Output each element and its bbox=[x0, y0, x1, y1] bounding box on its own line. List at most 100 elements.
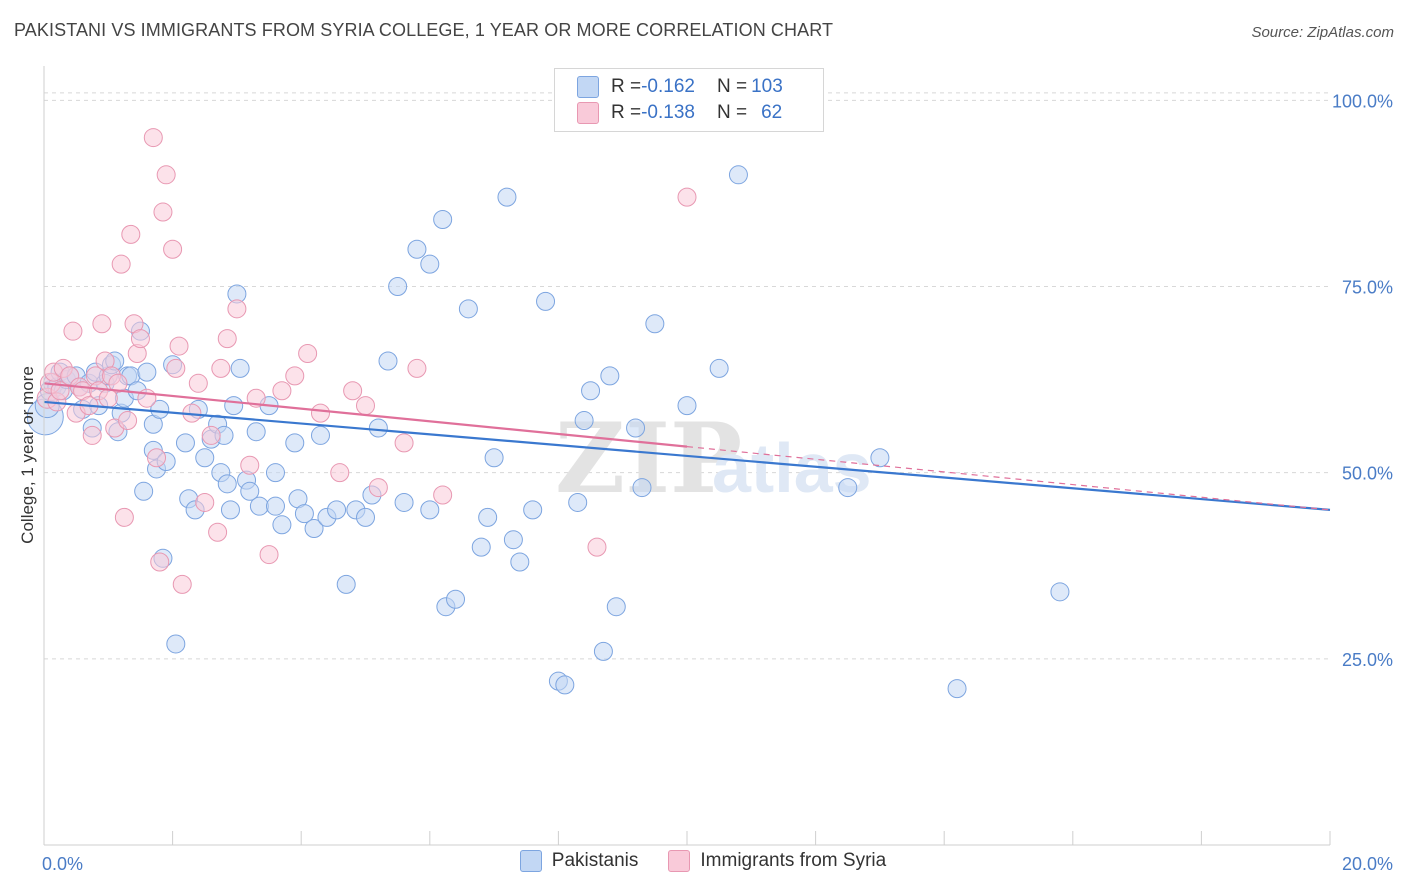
data-point bbox=[166, 634, 186, 654]
data-point bbox=[947, 679, 967, 699]
data-point bbox=[175, 433, 195, 453]
data-point bbox=[471, 537, 491, 557]
data-point bbox=[336, 574, 356, 594]
data-point bbox=[134, 481, 154, 501]
data-point bbox=[555, 675, 575, 695]
data-point bbox=[272, 515, 292, 535]
data-point bbox=[143, 128, 163, 148]
chart-title: PAKISTANI VS IMMIGRANTS FROM SYRIA COLLE… bbox=[14, 20, 834, 40]
pink-swatch-icon bbox=[577, 102, 599, 124]
stats-row-pakistanis: R = -0.162 N = 103 bbox=[577, 74, 783, 100]
data-point bbox=[420, 254, 440, 274]
data-point bbox=[645, 314, 665, 334]
data-point bbox=[433, 485, 453, 505]
data-point bbox=[388, 277, 408, 297]
r-label: R = bbox=[611, 76, 642, 97]
data-point bbox=[298, 344, 318, 364]
data-point bbox=[587, 537, 607, 557]
data-point bbox=[265, 496, 285, 516]
data-point bbox=[1050, 582, 1070, 602]
y-tick-label: 100.0% bbox=[1332, 91, 1393, 111]
data-point bbox=[172, 574, 192, 594]
data-point bbox=[137, 362, 157, 382]
data-point bbox=[420, 500, 440, 520]
data-point bbox=[574, 411, 594, 431]
data-point bbox=[870, 448, 890, 468]
legend-item-pakistanis[interactable]: Pakistanis bbox=[519, 850, 638, 872]
y-axis-label: College, 1 year or more bbox=[18, 366, 37, 544]
data-point bbox=[227, 299, 247, 319]
data-point bbox=[188, 373, 208, 393]
y-tick-label: 75.0% bbox=[1342, 278, 1393, 298]
data-point bbox=[356, 396, 375, 416]
x-tick-label: 20.0% bbox=[1342, 854, 1393, 874]
data-point bbox=[330, 463, 350, 483]
data-point bbox=[838, 478, 858, 498]
x-tick-label: 0.0% bbox=[42, 854, 83, 874]
data-point bbox=[394, 492, 414, 512]
data-point bbox=[510, 552, 530, 572]
data-point bbox=[118, 411, 138, 431]
data-point bbox=[217, 329, 237, 349]
data-point bbox=[593, 641, 613, 661]
data-point bbox=[304, 519, 324, 539]
data-point bbox=[294, 504, 314, 524]
data-point bbox=[581, 381, 601, 401]
data-point bbox=[606, 597, 626, 617]
data-point bbox=[150, 399, 170, 419]
legend-item-syria[interactable]: Immigrants from Syria bbox=[668, 850, 886, 872]
data-point bbox=[458, 299, 478, 319]
blue-swatch-icon bbox=[577, 76, 599, 98]
data-point bbox=[153, 202, 173, 222]
data-point bbox=[240, 455, 260, 475]
data-point bbox=[195, 448, 215, 468]
data-point bbox=[92, 314, 112, 334]
data-point bbox=[503, 530, 523, 550]
data-point bbox=[166, 358, 186, 378]
data-point bbox=[108, 373, 128, 393]
r-value: -0.162 bbox=[641, 76, 695, 97]
data-point bbox=[156, 165, 176, 185]
pink-swatch-icon bbox=[668, 850, 691, 872]
data-point bbox=[446, 589, 466, 609]
trend-lines bbox=[43, 382, 1331, 511]
data-point bbox=[394, 433, 414, 453]
stats-row-syria: R = -0.138 N = 62 bbox=[577, 100, 782, 126]
data-point bbox=[169, 336, 189, 356]
data-point bbox=[709, 358, 729, 378]
y-tick-label: 25.0% bbox=[1342, 650, 1393, 670]
data-point bbox=[63, 321, 83, 341]
data-point bbox=[130, 329, 150, 349]
data-point bbox=[224, 396, 244, 416]
data-point bbox=[147, 448, 167, 468]
data-point bbox=[211, 358, 231, 378]
data-point bbox=[246, 422, 266, 442]
source-credit: Source: ZipAtlas.com bbox=[1251, 24, 1394, 41]
data-point bbox=[259, 545, 279, 565]
data-point bbox=[150, 552, 170, 572]
data-point bbox=[368, 418, 388, 438]
n-label: N = bbox=[716, 76, 748, 97]
y-tick-label: 50.0% bbox=[1342, 464, 1393, 484]
data-point bbox=[230, 358, 250, 378]
trend-line-syria bbox=[43, 382, 688, 448]
data-point bbox=[220, 500, 240, 520]
trend-line-syria-extension bbox=[686, 446, 1331, 511]
data-point bbox=[327, 500, 347, 520]
data-point bbox=[208, 522, 228, 542]
data-point bbox=[536, 291, 556, 311]
n-value: 62 bbox=[761, 102, 783, 123]
data-point bbox=[407, 239, 427, 259]
data-point bbox=[163, 239, 183, 259]
data-point bbox=[478, 507, 498, 527]
data-point bbox=[310, 403, 330, 423]
r-label: R = bbox=[611, 102, 642, 123]
data-point bbox=[626, 418, 646, 438]
data-point bbox=[433, 209, 453, 229]
data-point bbox=[121, 224, 141, 244]
data-point bbox=[217, 474, 237, 494]
data-point bbox=[356, 507, 375, 527]
data-point bbox=[343, 381, 363, 401]
data-point bbox=[728, 165, 748, 185]
